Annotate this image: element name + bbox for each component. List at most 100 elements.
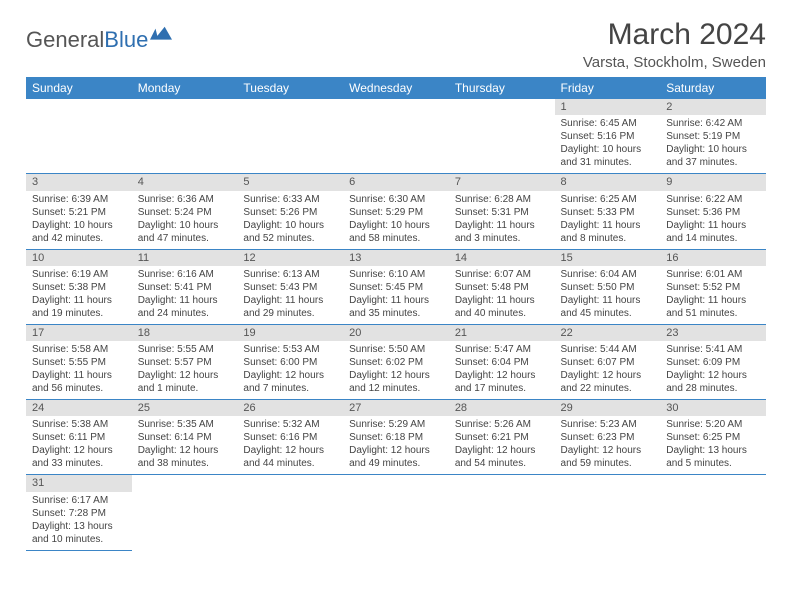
day-number: 19 (237, 325, 343, 341)
calendar-cell: 31Sunrise: 6:17 AMSunset: 7:28 PMDayligh… (26, 475, 132, 550)
day-number: 25 (132, 400, 238, 416)
day-details: Sunrise: 6:42 AMSunset: 5:19 PMDaylight:… (660, 115, 766, 173)
daylight-text: Daylight: 11 hours and 35 minutes. (349, 294, 443, 320)
daylight-text: Daylight: 12 hours and 49 minutes. (349, 444, 443, 470)
sunset-text: Sunset: 5:29 PM (349, 206, 443, 219)
sunset-text: Sunset: 5:16 PM (561, 130, 655, 143)
calendar-cell (237, 475, 343, 550)
flag-icon (150, 26, 172, 44)
calendar-cell: 10Sunrise: 6:19 AMSunset: 5:38 PMDayligh… (26, 249, 132, 324)
day-number: 13 (343, 250, 449, 266)
day-details: Sunrise: 5:47 AMSunset: 6:04 PMDaylight:… (449, 341, 555, 399)
sunrise-text: Sunrise: 6:39 AM (32, 193, 126, 206)
day-details: Sunrise: 5:20 AMSunset: 6:25 PMDaylight:… (660, 416, 766, 474)
calendar-cell: 12Sunrise: 6:13 AMSunset: 5:43 PMDayligh… (237, 249, 343, 324)
day-details: Sunrise: 6:28 AMSunset: 5:31 PMDaylight:… (449, 191, 555, 249)
daylight-text: Daylight: 11 hours and 45 minutes. (561, 294, 655, 320)
day-number: 29 (555, 400, 661, 416)
calendar-cell: 25Sunrise: 5:35 AMSunset: 6:14 PMDayligh… (132, 400, 238, 475)
calendar-cell: 4Sunrise: 6:36 AMSunset: 5:24 PMDaylight… (132, 174, 238, 249)
day-details: Sunrise: 5:23 AMSunset: 6:23 PMDaylight:… (555, 416, 661, 474)
day-number: 10 (26, 250, 132, 266)
day-number: 18 (132, 325, 238, 341)
daylight-text: Daylight: 11 hours and 51 minutes. (666, 294, 760, 320)
daylight-text: Daylight: 11 hours and 14 minutes. (666, 219, 760, 245)
sunset-text: Sunset: 6:16 PM (243, 431, 337, 444)
sunset-text: Sunset: 6:00 PM (243, 356, 337, 369)
day-details: Sunrise: 6:04 AMSunset: 5:50 PMDaylight:… (555, 266, 661, 324)
sunrise-text: Sunrise: 6:13 AM (243, 268, 337, 281)
day-details: Sunrise: 6:01 AMSunset: 5:52 PMDaylight:… (660, 266, 766, 324)
day-number: 21 (449, 325, 555, 341)
day-details: Sunrise: 6:10 AMSunset: 5:45 PMDaylight:… (343, 266, 449, 324)
day-number: 23 (660, 325, 766, 341)
day-details: Sunrise: 5:26 AMSunset: 6:21 PMDaylight:… (449, 416, 555, 474)
weekday-header: Saturday (660, 77, 766, 99)
sunrise-text: Sunrise: 5:26 AM (455, 418, 549, 431)
sunset-text: Sunset: 5:55 PM (32, 356, 126, 369)
calendar-cell (343, 99, 449, 174)
day-number: 6 (343, 174, 449, 190)
daylight-text: Daylight: 10 hours and 42 minutes. (32, 219, 126, 245)
calendar-row: 17 Sunrise: 5:58 AMSunset: 5:55 PM Dayligh… (26, 324, 766, 399)
daylight-text: Daylight: 11 hours and 3 minutes. (455, 219, 549, 245)
calendar-cell (132, 475, 238, 550)
daylight-text: Daylight: 12 hours and 12 minutes. (349, 369, 443, 395)
header: GeneralBlue March 2024 Varsta, Stockholm… (26, 18, 766, 71)
calendar-cell: 16Sunrise: 6:01 AMSunset: 5:52 PMDayligh… (660, 249, 766, 324)
logo-text-1: General (26, 27, 104, 52)
daylight-text: Daylight: 12 hours and 33 minutes. (32, 444, 126, 470)
day-number: 17 (26, 325, 132, 341)
sunrise-text: Sunrise: 6:16 AM (138, 268, 232, 281)
sunset-text: Sunset: 5:43 PM (243, 281, 337, 294)
logo: GeneralBlue (26, 26, 172, 54)
day-number: 4 (132, 174, 238, 190)
day-details: Sunrise: 6:33 AMSunset: 5:26 PMDaylight:… (237, 191, 343, 249)
day-details: Sunrise: 5:41 AMSunset: 6:09 PMDaylight:… (660, 341, 766, 399)
sunset-text: Sunset: 6:21 PM (455, 431, 549, 444)
sunrise-text: Sunrise: 6:30 AM (349, 193, 443, 206)
title-block: March 2024 Varsta, Stockholm, Sweden (583, 18, 766, 71)
calendar-cell: 9Sunrise: 6:22 AMSunset: 5:36 PMDaylight… (660, 174, 766, 249)
sunset-text: Sunset: 6:04 PM (455, 356, 549, 369)
sunrise-text: Sunrise: 5:29 AM (349, 418, 443, 431)
calendar-table: SundayMondayTuesdayWednesdayThursdayFrid… (26, 77, 766, 551)
weekday-header: Monday (132, 77, 238, 99)
daylight-text: Daylight: 11 hours and 29 minutes. (243, 294, 337, 320)
sunset-text: Sunset: 5:50 PM (561, 281, 655, 294)
day-number: 27 (343, 400, 449, 416)
day-number: 22 (555, 325, 661, 341)
day-number: 9 (660, 174, 766, 190)
day-number: 14 (449, 250, 555, 266)
calendar-cell: 5Sunrise: 6:33 AMSunset: 5:26 PMDaylight… (237, 174, 343, 249)
calendar-cell (26, 99, 132, 174)
calendar-cell (343, 475, 449, 550)
day-details: Sunrise: 5:29 AMSunset: 6:18 PMDaylight:… (343, 416, 449, 474)
sunset-text: Sunset: 5:57 PM (138, 356, 232, 369)
day-details: Sunrise: 6:30 AMSunset: 5:29 PMDaylight:… (343, 191, 449, 249)
daylight-text: Daylight: 10 hours and 47 minutes. (138, 219, 232, 245)
calendar-cell: 3Sunrise: 6:39 AMSunset: 5:21 PMDaylight… (26, 174, 132, 249)
day-number: 20 (343, 325, 449, 341)
sunrise-text: Sunrise: 6:22 AM (666, 193, 760, 206)
sunrise-text: Sunrise: 6:28 AM (455, 193, 549, 206)
sunset-text: Sunset: 6:02 PM (349, 356, 443, 369)
sunrise-text: Sunrise: 5:41 AM (666, 343, 760, 356)
calendar-cell: 20Sunrise: 5:50 AMSunset: 6:02 PMDayligh… (343, 324, 449, 399)
sunset-text: Sunset: 6:07 PM (561, 356, 655, 369)
calendar-cell: 15Sunrise: 6:04 AMSunset: 5:50 PMDayligh… (555, 249, 661, 324)
sunset-text: Sunset: 5:38 PM (32, 281, 126, 294)
sunset-text: Sunset: 6:25 PM (666, 431, 760, 444)
daylight-text: Daylight: 10 hours and 58 minutes. (349, 219, 443, 245)
sunrise-text: Sunrise: 6:07 AM (455, 268, 549, 281)
sunrise-text: Sunrise: 5:35 AM (138, 418, 232, 431)
sunset-text: Sunset: 5:24 PM (138, 206, 232, 219)
day-details: Sunrise: 6:45 AMSunset: 5:16 PMDaylight:… (555, 115, 661, 173)
day-number: 28 (449, 400, 555, 416)
calendar-cell (132, 99, 238, 174)
calendar-cell: 6Sunrise: 6:30 AMSunset: 5:29 PMDaylight… (343, 174, 449, 249)
sunrise-text: Sunrise: 5:58 AM (32, 343, 126, 356)
calendar-cell (449, 99, 555, 174)
daylight-text: Daylight: 10 hours and 37 minutes. (666, 143, 760, 169)
day-details: Sunrise: 5:53 AMSunset: 6:00 PMDaylight:… (237, 341, 343, 399)
